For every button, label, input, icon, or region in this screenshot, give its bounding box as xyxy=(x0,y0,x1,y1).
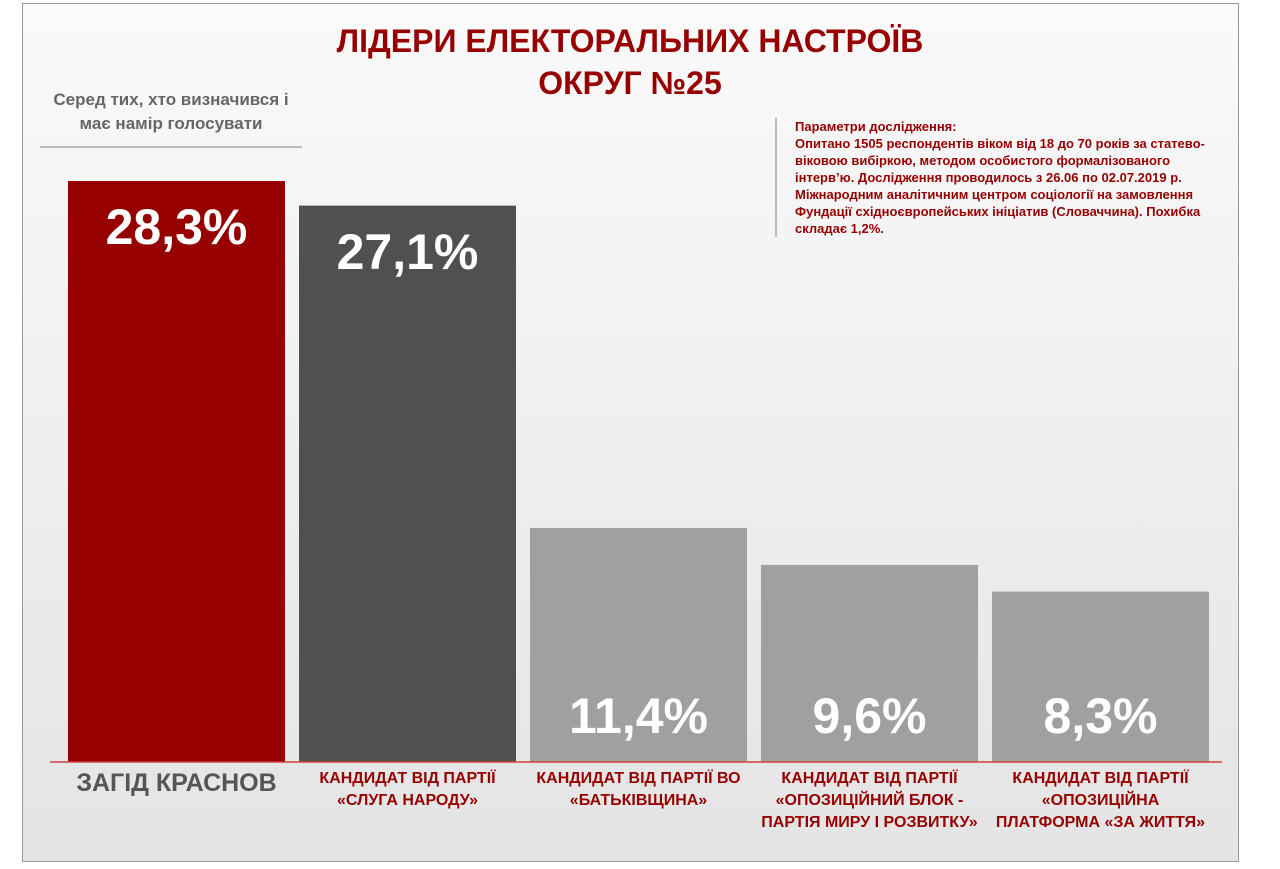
category-label: КАНДИДАТ ВІД ПАРТІЇ «ОПОЗИЦІЙНА ПЛАТФОРМ… xyxy=(995,770,1206,831)
bar xyxy=(992,591,1209,762)
notes: Параметри дослідження: Опитано 1505 респ… xyxy=(775,118,1225,237)
value-label: 9,6% xyxy=(813,688,927,744)
category-label: КАНДИДАТ ВІД ПАРТІЇ «СЛУГА НАРОДУ» xyxy=(319,770,496,809)
bar xyxy=(68,181,285,762)
bar xyxy=(299,205,516,762)
value-label: 28,3% xyxy=(106,199,248,255)
category-label: КАНДИДАТ ВІД ПАРТІЇ «ОПОЗИЦІЙНИЙ БЛОК - … xyxy=(761,770,978,831)
bar xyxy=(530,527,747,762)
value-label: 8,3% xyxy=(1044,688,1158,744)
value-label: 27,1% xyxy=(337,224,479,280)
notes-text: Опитано 1505 респондентів віком від 18 д… xyxy=(795,136,1205,236)
title-line: ЛІДЕРИ ЕЛЕКТОРАЛЬНИХ НАСТРОЇВ xyxy=(336,23,924,59)
subtitle: Серед тих, хто визначився і має намір го… xyxy=(40,88,302,148)
bar xyxy=(761,564,978,762)
category-label: КАНДИДАТ ВІД ПАРТІЇ ВО «БАТЬКІВЩИНА» xyxy=(536,770,741,809)
category-label: ЗАГІД КРАСНОВ xyxy=(76,769,277,797)
chart-title: ЛІДЕРИ ЕЛЕКТОРАЛЬНИХ НАСТРОЇВ ОКРУГ №25 xyxy=(0,20,1260,104)
title-line: ОКРУГ №25 xyxy=(538,65,722,101)
value-label: 11,4% xyxy=(569,688,708,744)
notes-title: Параметри дослідження: xyxy=(795,119,957,134)
